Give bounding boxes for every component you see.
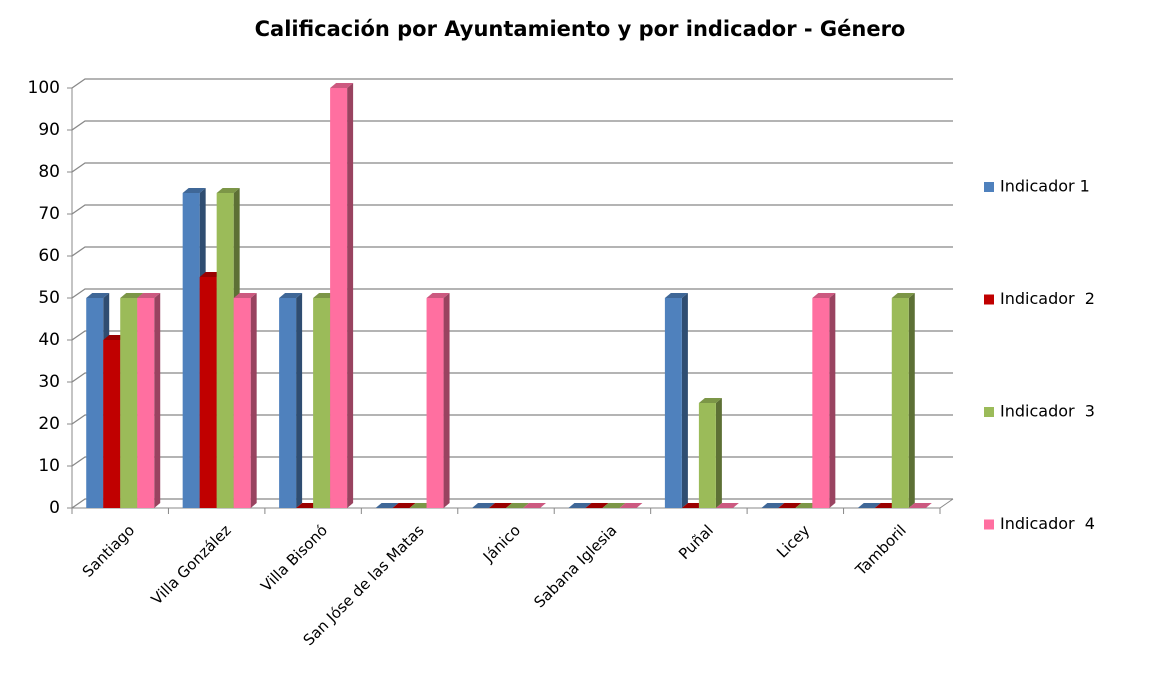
y-tick-label: 30 (38, 372, 60, 392)
chart-title: Calificación por Ayuntamiento y por indi… (255, 17, 906, 41)
bar (812, 298, 830, 508)
bar-top (375, 503, 399, 508)
legend-swatch (984, 407, 994, 417)
y-tick-label: 10 (38, 456, 60, 476)
grid-line (71, 78, 953, 89)
bar (103, 340, 121, 508)
grid-line (71, 162, 953, 173)
bar-top (523, 503, 546, 508)
y-tick-label: 40 (38, 330, 60, 350)
x-tick-label: Puñal (675, 521, 717, 563)
bar-side (908, 293, 915, 508)
bar-side (347, 83, 354, 508)
bar-top (857, 503, 881, 508)
bar (120, 298, 138, 508)
legend-swatch (984, 294, 994, 305)
y-tick-label: 60 (38, 246, 60, 266)
bar-top (715, 503, 739, 508)
legend-swatch (984, 519, 994, 530)
bar-side (829, 293, 836, 508)
bar-top (489, 503, 512, 508)
legend-label: Indicador 2 (1000, 289, 1095, 308)
y-tick-label: 100 (28, 78, 60, 98)
legend-label: Indicador 1 (1000, 177, 1090, 196)
bar-side (443, 293, 450, 508)
legend-label: Indicador 4 (1000, 514, 1095, 533)
bar (698, 403, 716, 508)
bar (313, 298, 331, 508)
y-tick-label: 20 (38, 414, 60, 434)
bar-top (664, 293, 688, 298)
bar-top (891, 293, 915, 298)
bar (233, 298, 251, 508)
bar-side (154, 293, 161, 508)
grid-line (71, 372, 953, 383)
bar (330, 88, 348, 508)
y-tick-label: 70 (38, 204, 60, 224)
bar-top (137, 293, 161, 298)
bar (182, 193, 200, 508)
bar-top (216, 188, 240, 193)
grid-line (71, 288, 953, 299)
x-tick-label: Villa Bisonó (257, 521, 331, 595)
bar-top (392, 503, 416, 508)
legend-label: Indicador 3 (1000, 402, 1095, 421)
bar-top (233, 293, 257, 298)
x-tick-label: Sabana Iglesia (530, 521, 620, 611)
grid-line (71, 204, 953, 215)
bar (891, 298, 909, 508)
legend-swatch (984, 182, 994, 192)
bar (279, 298, 297, 508)
x-tick-label: Jánico (479, 521, 524, 566)
grid-line (71, 246, 953, 257)
y-tick-label: 0 (49, 498, 60, 518)
bar-top (506, 503, 529, 508)
grid-line (71, 120, 953, 131)
bar-top (602, 503, 626, 508)
bar (86, 298, 104, 508)
bar-top (86, 293, 110, 298)
x-tick-label: Santiago (79, 521, 139, 581)
bar-top (279, 293, 303, 298)
x-tick-label: Tamboril (851, 521, 909, 579)
bar (426, 298, 444, 508)
bar-top (778, 503, 802, 508)
bar-side (250, 293, 257, 508)
bar (137, 298, 155, 508)
grid-line (71, 498, 953, 509)
bar-top (698, 398, 722, 403)
grid-line (71, 330, 953, 341)
bar-top (120, 293, 144, 298)
bar (199, 277, 217, 508)
bar-top (426, 293, 450, 298)
x-tick-label: Villa González (148, 521, 235, 608)
bar-top (761, 503, 785, 508)
grid-line (71, 456, 953, 467)
y-tick-label: 90 (38, 120, 60, 140)
bar-top (472, 503, 495, 508)
floor-edge (939, 498, 954, 509)
bar-top (568, 503, 592, 508)
bar-side (296, 293, 303, 508)
bar (216, 193, 234, 508)
x-tick-label: Licey (773, 521, 813, 561)
y-tick-label: 50 (38, 288, 60, 308)
y-tick-label: 80 (38, 162, 60, 182)
bar-top (330, 83, 354, 88)
bar-side (681, 293, 688, 508)
bar-top (812, 293, 836, 298)
bar (664, 298, 682, 508)
bar-top (585, 503, 609, 508)
grid-line (71, 414, 953, 425)
bar-top (619, 503, 643, 508)
bar-top (182, 188, 206, 193)
bar-side (715, 398, 722, 508)
bar-top (908, 503, 932, 508)
